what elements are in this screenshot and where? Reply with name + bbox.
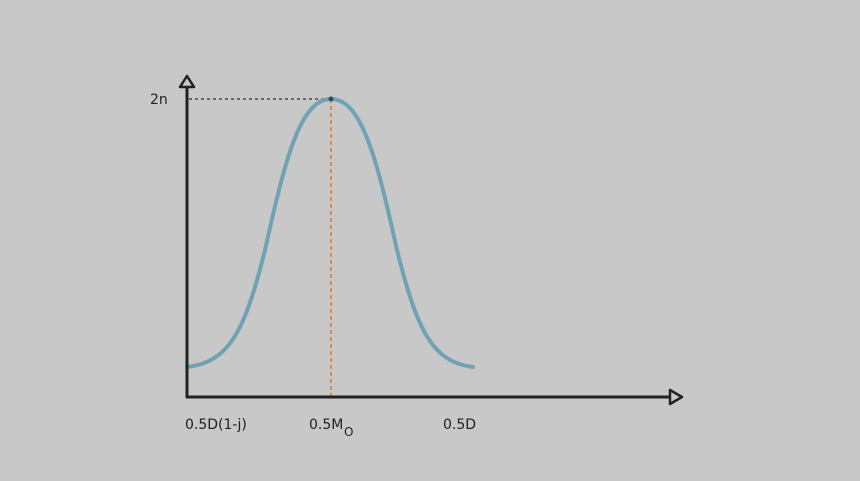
y-axis-arrow	[178, 74, 196, 89]
peak-point	[328, 96, 334, 102]
x-label: 0.5D	[443, 417, 476, 433]
x-label: 0.5M	[309, 417, 343, 433]
x-label-subscript: O	[344, 425, 353, 439]
x-label: 0.5D(1-j)	[185, 417, 247, 433]
x-axis-arrow	[668, 388, 684, 406]
y-label: 2n	[150, 92, 168, 108]
